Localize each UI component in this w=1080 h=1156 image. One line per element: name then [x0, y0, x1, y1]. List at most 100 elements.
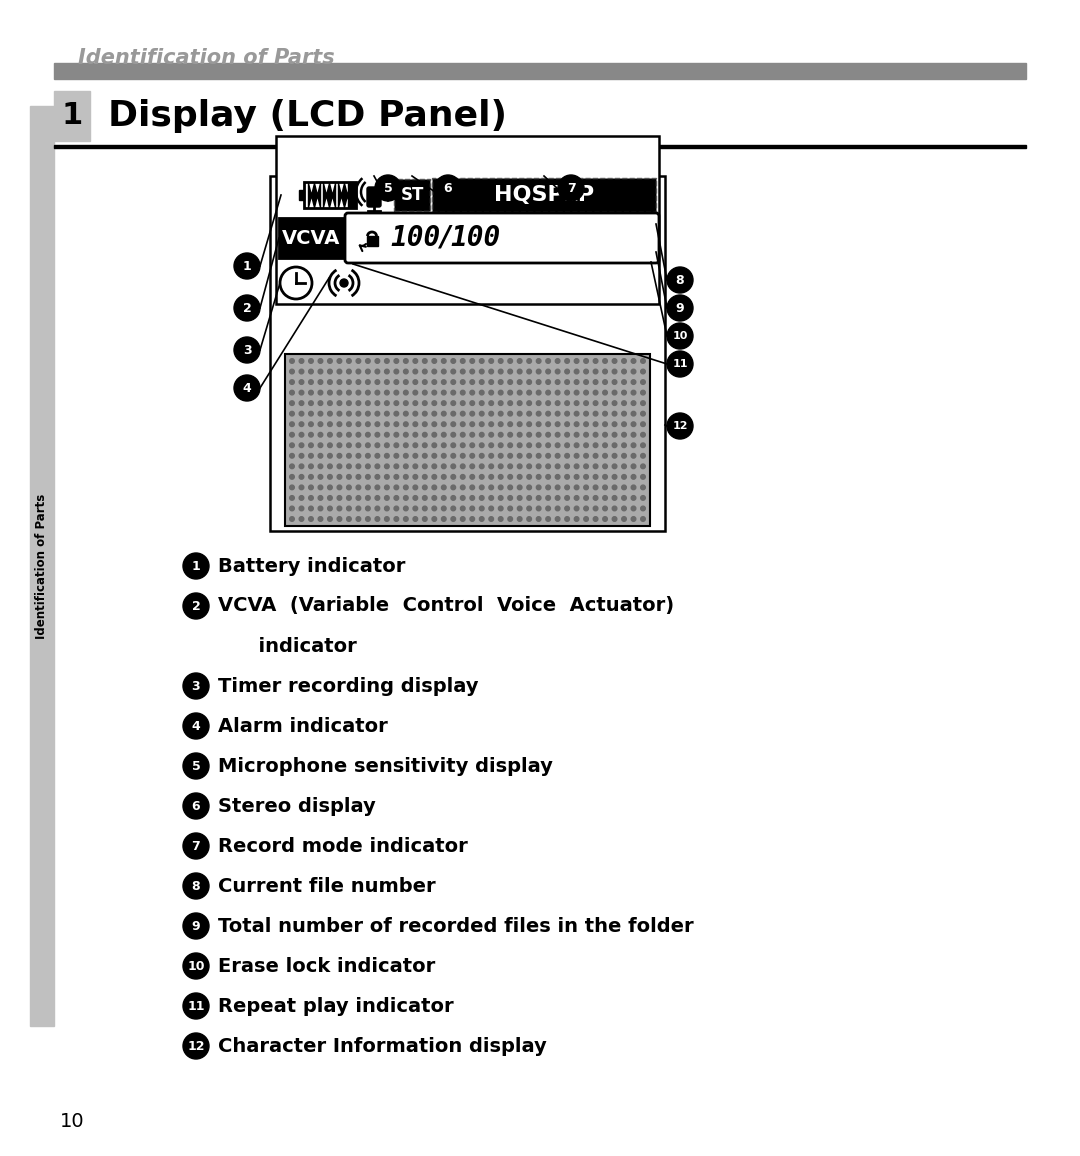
- Circle shape: [517, 432, 522, 437]
- Circle shape: [442, 401, 446, 406]
- Circle shape: [394, 443, 399, 447]
- Circle shape: [337, 443, 341, 447]
- Circle shape: [319, 358, 323, 363]
- Circle shape: [442, 432, 446, 437]
- Circle shape: [413, 475, 418, 480]
- Circle shape: [384, 486, 389, 490]
- Circle shape: [319, 496, 323, 501]
- Circle shape: [622, 391, 626, 395]
- Bar: [348, 183, 355, 207]
- Circle shape: [451, 422, 456, 427]
- Circle shape: [327, 358, 333, 363]
- Circle shape: [460, 443, 465, 447]
- Circle shape: [565, 432, 569, 437]
- Circle shape: [575, 506, 579, 511]
- Circle shape: [593, 517, 598, 521]
- Circle shape: [545, 432, 551, 437]
- Circle shape: [537, 391, 541, 395]
- Circle shape: [413, 517, 418, 521]
- Circle shape: [489, 486, 494, 490]
- Circle shape: [575, 380, 579, 384]
- Circle shape: [640, 496, 646, 501]
- Circle shape: [183, 913, 210, 939]
- Text: 2: 2: [243, 302, 252, 314]
- Circle shape: [289, 475, 294, 480]
- Circle shape: [470, 422, 474, 427]
- Text: 6: 6: [191, 800, 200, 813]
- Circle shape: [631, 432, 636, 437]
- Bar: [299, 190, 303, 200]
- Circle shape: [555, 506, 559, 511]
- Circle shape: [460, 517, 465, 521]
- Circle shape: [612, 401, 617, 406]
- Circle shape: [366, 496, 370, 501]
- Text: 10: 10: [60, 1112, 84, 1131]
- Circle shape: [593, 422, 598, 427]
- Bar: [367, 236, 378, 246]
- Circle shape: [527, 412, 531, 416]
- Text: 5: 5: [191, 759, 201, 772]
- Circle shape: [555, 475, 559, 480]
- Circle shape: [299, 380, 303, 384]
- Circle shape: [537, 506, 541, 511]
- Circle shape: [394, 391, 399, 395]
- Circle shape: [319, 506, 323, 511]
- Circle shape: [470, 475, 474, 480]
- Bar: [30, 106, 54, 1027]
- Text: Alarm indicator: Alarm indicator: [218, 717, 388, 735]
- Circle shape: [593, 369, 598, 373]
- Text: 12: 12: [187, 1039, 205, 1052]
- Circle shape: [631, 506, 636, 511]
- Circle shape: [537, 443, 541, 447]
- Circle shape: [631, 380, 636, 384]
- Circle shape: [356, 486, 361, 490]
- Circle shape: [603, 506, 607, 511]
- Circle shape: [384, 453, 389, 458]
- Text: 2: 2: [191, 600, 201, 613]
- Circle shape: [347, 412, 351, 416]
- Circle shape: [289, 412, 294, 416]
- Circle shape: [555, 464, 559, 468]
- Circle shape: [498, 369, 503, 373]
- Circle shape: [299, 422, 303, 427]
- Circle shape: [432, 391, 436, 395]
- Text: 100: 100: [390, 224, 441, 252]
- Circle shape: [337, 506, 341, 511]
- Circle shape: [489, 422, 494, 427]
- Circle shape: [413, 358, 418, 363]
- Circle shape: [327, 391, 333, 395]
- Circle shape: [413, 506, 418, 511]
- Circle shape: [460, 422, 465, 427]
- Circle shape: [460, 496, 465, 501]
- Circle shape: [517, 412, 522, 416]
- Circle shape: [631, 358, 636, 363]
- Circle shape: [537, 422, 541, 427]
- Circle shape: [422, 412, 427, 416]
- Circle shape: [508, 380, 513, 384]
- Circle shape: [460, 380, 465, 384]
- Text: 12: 12: [672, 421, 688, 431]
- Circle shape: [631, 496, 636, 501]
- Circle shape: [545, 443, 551, 447]
- Circle shape: [508, 453, 513, 458]
- Circle shape: [234, 338, 260, 363]
- Circle shape: [432, 412, 436, 416]
- Circle shape: [366, 380, 370, 384]
- Circle shape: [442, 496, 446, 501]
- Circle shape: [489, 453, 494, 458]
- Circle shape: [470, 486, 474, 490]
- Circle shape: [413, 464, 418, 468]
- Circle shape: [356, 443, 361, 447]
- Circle shape: [667, 323, 693, 349]
- Circle shape: [404, 464, 408, 468]
- Circle shape: [356, 496, 361, 501]
- Circle shape: [584, 506, 589, 511]
- Circle shape: [337, 401, 341, 406]
- Circle shape: [413, 486, 418, 490]
- Circle shape: [319, 391, 323, 395]
- Circle shape: [527, 496, 531, 501]
- Circle shape: [404, 496, 408, 501]
- Circle shape: [565, 506, 569, 511]
- Circle shape: [366, 432, 370, 437]
- Circle shape: [183, 1033, 210, 1059]
